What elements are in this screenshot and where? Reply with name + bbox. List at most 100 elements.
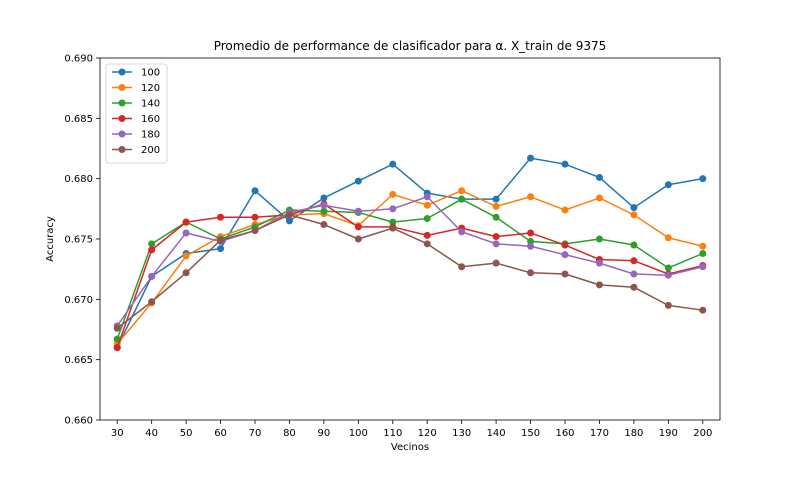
legend-marker-180 xyxy=(118,130,126,138)
data-point-160 xyxy=(561,241,569,249)
data-point-200 xyxy=(285,211,293,219)
data-point-140 xyxy=(664,264,672,272)
x-tick-label: 90 xyxy=(318,428,331,439)
data-point-160 xyxy=(423,231,431,239)
legend-label-120: 120 xyxy=(141,83,160,94)
data-point-120 xyxy=(423,201,431,209)
data-point-120 xyxy=(664,234,672,242)
data-point-180 xyxy=(492,240,500,248)
data-point-200 xyxy=(699,306,707,314)
data-point-180 xyxy=(320,201,328,209)
data-point-200 xyxy=(113,324,121,332)
data-point-140 xyxy=(699,249,707,257)
data-point-100 xyxy=(389,160,397,168)
y-tick-label: 0.670 xyxy=(64,295,93,306)
data-point-100 xyxy=(664,181,672,189)
data-point-160 xyxy=(492,233,500,241)
data-point-120 xyxy=(561,206,569,214)
data-point-180 xyxy=(182,229,190,237)
data-point-100 xyxy=(561,160,569,168)
data-point-160 xyxy=(148,246,156,254)
data-point-160 xyxy=(217,213,225,221)
x-tick-label: 70 xyxy=(249,428,262,439)
data-point-180 xyxy=(595,259,603,267)
legend-label-160: 160 xyxy=(141,114,160,125)
data-point-120 xyxy=(527,193,535,201)
chart-title: Promedio de performance de clasificador … xyxy=(214,39,607,53)
data-point-200 xyxy=(354,235,362,243)
y-tick-label: 0.685 xyxy=(64,114,93,125)
data-point-120 xyxy=(492,202,500,210)
data-point-100 xyxy=(595,173,603,181)
y-tick-label: 0.675 xyxy=(64,235,93,246)
y-tick-label: 0.690 xyxy=(64,54,93,65)
data-point-200 xyxy=(458,263,466,271)
data-point-180 xyxy=(458,228,466,236)
legend-label-200: 200 xyxy=(141,145,160,156)
x-tick-label: 130 xyxy=(452,428,471,439)
data-point-160 xyxy=(182,218,190,226)
data-point-200 xyxy=(595,281,603,289)
data-point-100 xyxy=(285,217,293,225)
data-point-180 xyxy=(354,207,362,215)
data-point-140 xyxy=(148,240,156,248)
x-tick-label: 140 xyxy=(487,428,506,439)
data-point-180 xyxy=(389,205,397,213)
data-point-140 xyxy=(630,241,638,249)
data-point-200 xyxy=(423,240,431,248)
data-point-180 xyxy=(423,193,431,201)
data-point-200 xyxy=(389,224,397,232)
x-tick-label: 100 xyxy=(349,428,368,439)
data-point-200 xyxy=(630,283,638,291)
x-tick-label: 110 xyxy=(383,428,402,439)
data-point-200 xyxy=(217,236,225,244)
data-point-120 xyxy=(389,190,397,198)
data-point-200 xyxy=(251,227,259,235)
data-point-200 xyxy=(148,298,156,306)
data-point-140 xyxy=(595,235,603,243)
data-point-100 xyxy=(354,177,362,185)
data-point-180 xyxy=(699,263,707,271)
data-point-180 xyxy=(527,242,535,250)
data-point-140 xyxy=(389,218,397,226)
data-point-180 xyxy=(664,271,672,279)
data-point-140 xyxy=(320,207,328,215)
legend-marker-160 xyxy=(118,115,126,122)
data-point-160 xyxy=(251,213,259,221)
series-line-200 xyxy=(116,214,703,329)
data-point-200 xyxy=(320,221,328,229)
data-point-200 xyxy=(492,259,500,267)
data-point-140 xyxy=(492,213,500,221)
data-point-200 xyxy=(182,269,190,277)
x-tick-label: 30 xyxy=(111,428,124,439)
x-tick-label: 60 xyxy=(214,428,227,439)
x-tick-label: 200 xyxy=(693,428,712,439)
data-point-120 xyxy=(595,194,603,202)
data-point-180 xyxy=(148,272,156,280)
data-point-120 xyxy=(458,187,466,195)
legend: 100 120 140 160 180 200 xyxy=(105,63,168,164)
x-tick-label: 180 xyxy=(624,428,643,439)
data-point-100 xyxy=(217,245,225,253)
legend-marker-200 xyxy=(118,146,126,153)
y-axis-label: Accuracy xyxy=(45,216,56,262)
data-point-160 xyxy=(527,229,535,237)
legend-marker-100 xyxy=(118,68,126,76)
x-tick-label: 50 xyxy=(180,428,193,439)
x-tick-label: 150 xyxy=(521,428,540,439)
data-point-180 xyxy=(561,251,569,259)
data-point-100 xyxy=(699,175,707,183)
x-tick-label: 190 xyxy=(659,428,678,439)
series-line-100 xyxy=(116,157,703,348)
legend-label-180: 180 xyxy=(141,130,160,141)
data-point-120 xyxy=(699,242,707,250)
data-point-100 xyxy=(527,154,535,162)
x-tick-label: 80 xyxy=(283,428,296,439)
data-point-120 xyxy=(630,211,638,219)
legend-marker-120 xyxy=(118,84,126,91)
x-tick-label: 170 xyxy=(590,428,609,439)
y-tick-label: 0.680 xyxy=(64,174,93,185)
data-point-100 xyxy=(492,195,500,203)
